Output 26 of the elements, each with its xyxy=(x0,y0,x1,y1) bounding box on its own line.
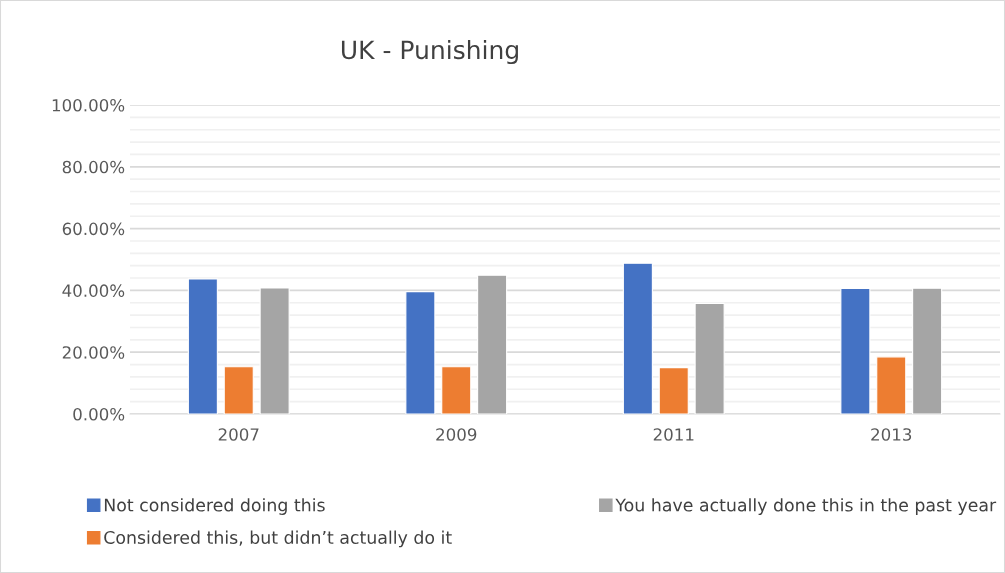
y-tick-label: 100.00% xyxy=(52,98,125,112)
y-tick-label: 20.00% xyxy=(62,346,125,359)
legend-label: Not considered doing this xyxy=(104,498,325,515)
x-tick-label: 2013 xyxy=(871,428,912,441)
y-tick-label: 60.00% xyxy=(62,222,125,236)
bar xyxy=(477,274,508,414)
bar xyxy=(622,262,653,414)
x-tick-label: 2011 xyxy=(653,428,694,441)
bar xyxy=(840,287,871,414)
chart-title: UK - Punishing xyxy=(341,39,518,65)
x-tick-label: 2009 xyxy=(436,428,477,441)
y-tick-label: 40.00% xyxy=(62,284,125,297)
y-tick-label: 80.00% xyxy=(62,160,125,174)
legend-label: Considered this, but didn’t actually do it xyxy=(104,530,452,548)
bar xyxy=(694,302,725,414)
x-tick-label: 2007 xyxy=(218,428,259,441)
bar xyxy=(259,287,290,414)
bar xyxy=(876,356,907,414)
bar xyxy=(441,366,472,414)
bar xyxy=(187,278,218,414)
bar xyxy=(658,367,689,414)
y-tick-label: 0.00% xyxy=(73,407,125,421)
bar xyxy=(405,291,436,414)
bar xyxy=(912,287,943,414)
bar xyxy=(223,366,254,414)
legend-label: You have actually done this in the past year xyxy=(615,498,997,515)
